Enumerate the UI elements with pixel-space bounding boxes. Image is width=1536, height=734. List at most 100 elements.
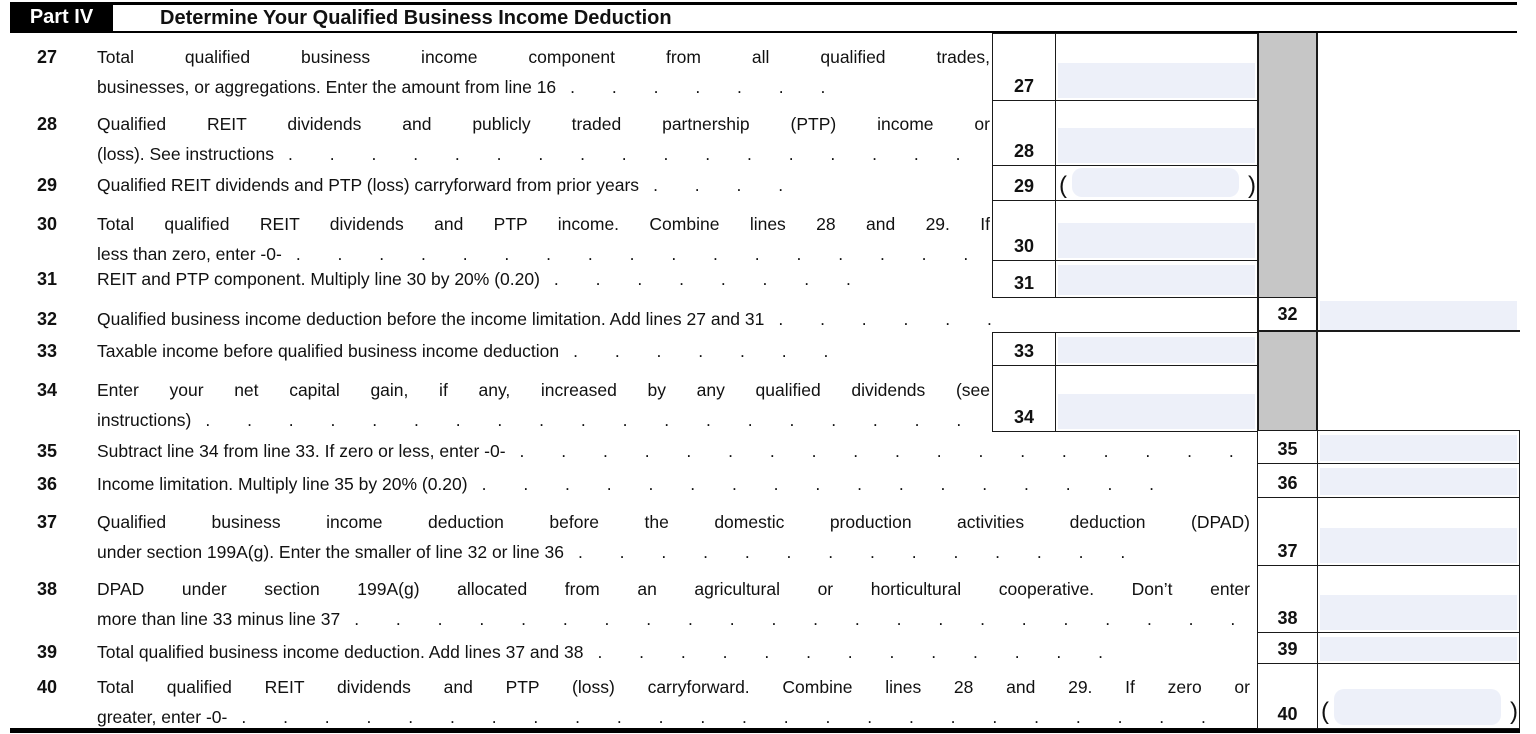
line38-text-2: more than line 33 minus line 37 [97,609,341,629]
line30-number: 30 [37,214,58,234]
open-paren: ( [1321,698,1329,725]
line35-text-1: Subtract line 34 from line 33. If zero o… [97,441,506,461]
line31-box-number: 31 [993,261,1056,297]
line27-number: 27 [37,47,58,67]
line30-text-2: less than zero, enter -0- [97,244,282,264]
line34-entry-field[interactable] [1058,394,1255,429]
line39-entry-field[interactable] [1320,637,1517,661]
line40-box: 40 ( ) [1257,663,1520,729]
line32-description: Qualified business income deduction befo… [97,304,1250,334]
line33-description: Taxable income before qualified business… [97,336,990,366]
line37-text-2: under section 199A(g). Enter the smaller… [97,542,564,562]
line38-number: 38 [37,579,58,599]
line40-box-number: 40 [1258,664,1318,728]
line32-entry-field[interactable] [1320,301,1517,330]
line37-description: Qualified business income deduction befo… [97,507,1250,567]
line37-text-1: Qualified business income deduction befo… [97,512,1250,532]
line34-box: 34 [992,365,1258,432]
line38-text-1: DPAD under section 199A(g) allocated fro… [97,579,1250,599]
line32-box-number: 32 [1257,297,1318,332]
line28-entry-field[interactable] [1058,128,1255,163]
line40-description: Total qualified REIT dividends and PTP (… [97,672,1250,732]
line34-description: Enter your net capital gain, if any, inc… [97,375,990,435]
line30-description: Total qualified REIT dividends and PTP i… [97,209,990,269]
line33-box: 33 [992,332,1258,366]
line27-text-1: Total qualified business income componen… [97,47,990,67]
line35-box: 35 [1257,430,1520,464]
line28-box: 28 [992,100,1258,166]
line27-description: Total qualified business income componen… [97,42,990,102]
line34-text-2: instructions) [97,410,192,430]
line29-entry-field[interactable] [1072,168,1239,197]
leader-dots: . . . . . . . . . . . . . . [577,542,1126,562]
line40-number: 40 [37,677,58,697]
line33-number: 33 [37,341,58,361]
line30-entry-field[interactable] [1058,223,1255,258]
line28-box-number: 28 [993,101,1056,165]
line33-entry-field[interactable] [1058,337,1255,363]
line35-description: Subtract line 34 from line 33. If zero o… [97,436,1250,466]
line31-entry-field[interactable] [1058,265,1255,295]
line27-entry-field[interactable] [1058,63,1255,98]
line29-number: 29 [37,175,58,195]
leader-dots: . . . . . . . . . . . . . [597,642,1104,662]
leader-dots: . . . . . . . . . . . . . . . . . . . . [295,244,984,264]
line36-description: Income limitation. Multiply line 35 by 2… [97,469,1250,499]
close-paren: ) [1510,698,1518,725]
line36-box-number: 36 [1258,464,1318,497]
line28-number: 28 [37,114,58,134]
line29-box: 29 ( ) [992,165,1258,201]
line32-bottom-rule [1257,330,1520,332]
line32-number: 32 [37,309,58,329]
line29-description: Qualified REIT dividends and PTP (loss) … [97,170,990,200]
leader-dots: . . . . . . . . . . . . . . . . . . . . … [354,609,1236,629]
line38-box: 38 [1257,565,1520,633]
line29-box-number: 29 [993,166,1056,200]
line31-text-1: REIT and PTP component. Multiply line 30… [97,269,540,289]
line38-description: DPAD under section 199A(g) allocated fro… [97,574,1250,634]
part-label: Part IV [10,2,113,32]
line34-text-1: Enter your net capital gain, if any, inc… [97,380,990,400]
line37-box-number: 37 [1258,498,1318,565]
header-top-rule [10,2,1517,5]
line31-box: 31 [992,260,1258,298]
header-bottom-rule [10,31,1517,33]
leader-dots: . . . . . . . [570,77,826,97]
line28-text-2: (loss). See instructions [97,144,275,164]
line35-box-number: 35 [1258,431,1318,463]
line38-entry-field[interactable] [1320,595,1517,630]
line39-text-1: Total qualified business income deductio… [97,642,584,662]
line34-box-number: 34 [993,366,1056,431]
line39-description: Total qualified business income deductio… [97,637,1250,667]
line27-box-number: 27 [993,34,1056,100]
close-paren: ) [1248,172,1256,199]
line36-box: 36 [1257,463,1520,498]
line27-text-2: businesses, or aggregations. Enter the a… [97,77,557,97]
line31-description: REIT and PTP component. Multiply line 30… [97,264,990,294]
leader-dots: . . . . . . . . [553,269,851,289]
line31-number: 31 [37,269,58,289]
line34-number: 34 [37,380,58,400]
part-title: Determine Your Qualified Business Income… [160,7,672,29]
leader-dots: . . . . . . . . . . . . . . . . . [288,144,961,164]
line27-box: 27 [992,33,1258,101]
leader-dots: . . . . . . . [573,341,829,361]
line33-box-number: 33 [993,333,1056,365]
line32-text-1: Qualified business income deduction befo… [97,309,765,329]
leader-dots: . . . . . . . . . . . . . . . . . . . [519,441,1244,461]
leader-dots: . . . . . . [778,309,992,329]
line37-entry-field[interactable] [1320,528,1517,563]
line40-text-2: greater, enter -0- [97,707,228,727]
leader-dots: . . . . . . . . . . . . . . . . . . . . … [205,410,984,430]
leader-dots: . . . . [653,175,784,195]
line39-number: 39 [37,642,58,662]
line35-entry-field[interactable] [1320,435,1517,461]
line36-entry-field[interactable] [1320,468,1517,495]
line37-number: 37 [37,512,58,532]
line28-text-1: Qualified REIT dividends and publicly tr… [97,114,990,134]
line40-entry-field[interactable] [1334,689,1501,725]
part-bottom-rule [10,728,1520,733]
line30-box-number: 30 [993,201,1056,260]
line36-text-1: Income limitation. Multiply line 35 by 2… [97,474,468,494]
